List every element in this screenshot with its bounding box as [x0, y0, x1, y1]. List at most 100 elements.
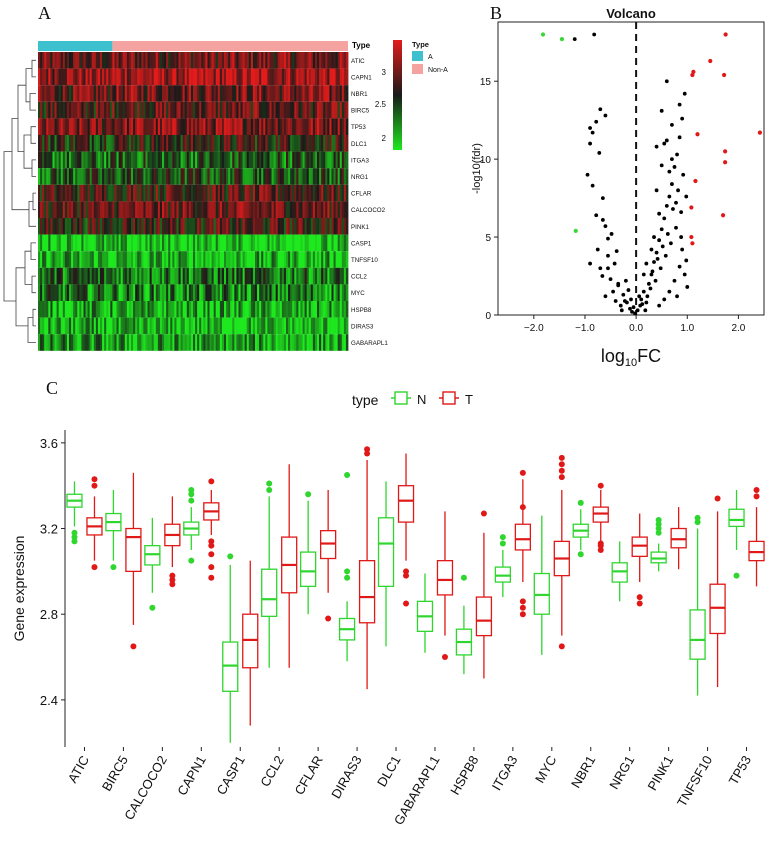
heatmap-cell [226, 284, 229, 301]
heatmap-cell [207, 85, 210, 102]
heatmap-cell [118, 284, 122, 301]
heatmap-cell [327, 101, 330, 119]
heatmap-row [38, 251, 349, 268]
heatmap-cell [172, 334, 175, 351]
heatmap-cell [337, 118, 341, 135]
heatmap-cell [188, 201, 192, 218]
heatmap-cell [337, 334, 341, 351]
heatmap-cell [319, 317, 322, 335]
heatmap-cell [155, 151, 159, 169]
heatmap-cell [178, 135, 181, 152]
heatmap-cell [118, 317, 122, 335]
heatmap-cell [335, 168, 339, 185]
heatmap-cell [141, 184, 144, 202]
heatmap-cell [66, 251, 70, 268]
box-tumor [475, 510, 493, 679]
heatmap-cell [312, 85, 316, 102]
heatmap-cell [341, 68, 345, 86]
heatmap-cell [244, 52, 248, 69]
heatmap-cell [331, 267, 334, 285]
heatmap-cell [228, 135, 231, 152]
heatmap-cell [85, 151, 88, 169]
heatmap-cell [104, 168, 107, 185]
heatmap-cell [242, 334, 246, 351]
heatmap-cell [333, 267, 336, 285]
heatmap-cell [50, 317, 53, 335]
heatmap-cell [104, 68, 107, 86]
heatmap-cell [108, 151, 111, 169]
heatmap-row [38, 267, 349, 285]
heatmap-cell [201, 267, 204, 285]
heatmap-cell [321, 184, 324, 202]
heatmap-cell [112, 52, 115, 69]
heatmap-cell [40, 267, 43, 285]
heatmap-cell [172, 52, 175, 69]
heatmap-cell [147, 52, 150, 69]
heatmap-cell [83, 135, 86, 152]
heatmap-cell [296, 85, 299, 102]
heatmap-cell [60, 218, 64, 235]
heatmap-cell [83, 168, 86, 185]
heatmap-cell [93, 135, 97, 152]
heatmap-cell [133, 52, 136, 69]
heatmap-cell [341, 218, 345, 235]
heatmap-cell [122, 267, 126, 285]
heatmap-cell [271, 334, 274, 351]
heatmap-cell [263, 334, 266, 351]
heatmap-cell [110, 218, 113, 235]
heatmap-cell [95, 234, 99, 252]
heatmap-cell [275, 168, 279, 185]
heatmap-cell [267, 267, 270, 285]
heatmap-cell [104, 284, 107, 301]
heatmap-cell [304, 135, 308, 152]
heatmap-cell [275, 85, 279, 102]
heatmap-cell [172, 151, 175, 169]
heatmap-cell [114, 151, 117, 169]
heatmap-cell [288, 151, 291, 169]
volcano-point-ns [588, 126, 592, 130]
heatmap-cell [195, 184, 198, 202]
heatmap-cell [193, 267, 196, 285]
heatmap-cell [213, 284, 217, 301]
heatmap-cell [263, 151, 266, 169]
heatmap-cell [288, 334, 291, 351]
heatmap-cell [60, 85, 64, 102]
heatmap-cell [151, 267, 155, 285]
heatmap-cell [193, 284, 196, 301]
heatmap-cell [38, 85, 41, 102]
heatmap-cell [126, 118, 130, 135]
heatmap-cell [232, 168, 235, 185]
heatmap-cell [246, 101, 250, 119]
heatmap-cell [186, 184, 190, 202]
dendrogram-branch [27, 317, 36, 343]
heatmap-cell [89, 317, 93, 335]
heatmap-cell [213, 334, 217, 351]
heatmap-cell [155, 218, 159, 235]
heatmap-cell [234, 52, 237, 69]
heatmap-cell [275, 284, 279, 301]
heatmap-cell [304, 317, 308, 335]
heatmap-cell [238, 68, 241, 86]
heatmap-cell [110, 251, 113, 268]
heatmap-cell [139, 68, 142, 86]
heatmap-cell [38, 101, 41, 119]
heatmap-cell [112, 85, 115, 102]
heatmap-cell [44, 301, 47, 318]
heatmap-cell [294, 118, 297, 135]
heatmap-cell [203, 284, 206, 301]
heatmap-cell [271, 201, 274, 218]
heatmap-cell [339, 118, 343, 135]
heatmap-cell [174, 184, 177, 202]
heatmap-cell [52, 135, 55, 152]
heatmap-cell [217, 234, 221, 252]
heatmap-cell [122, 68, 126, 86]
legend-key-label: T [465, 392, 473, 407]
heatmap-cell [238, 184, 241, 202]
heatmap-cell [317, 267, 320, 285]
heatmap-cell [250, 68, 254, 86]
heatmap-cell [197, 201, 200, 218]
heatmap-cell [294, 101, 297, 119]
heatmap-cell [77, 301, 80, 318]
heatmap-cell [143, 201, 146, 218]
heatmap-cell [296, 251, 299, 268]
